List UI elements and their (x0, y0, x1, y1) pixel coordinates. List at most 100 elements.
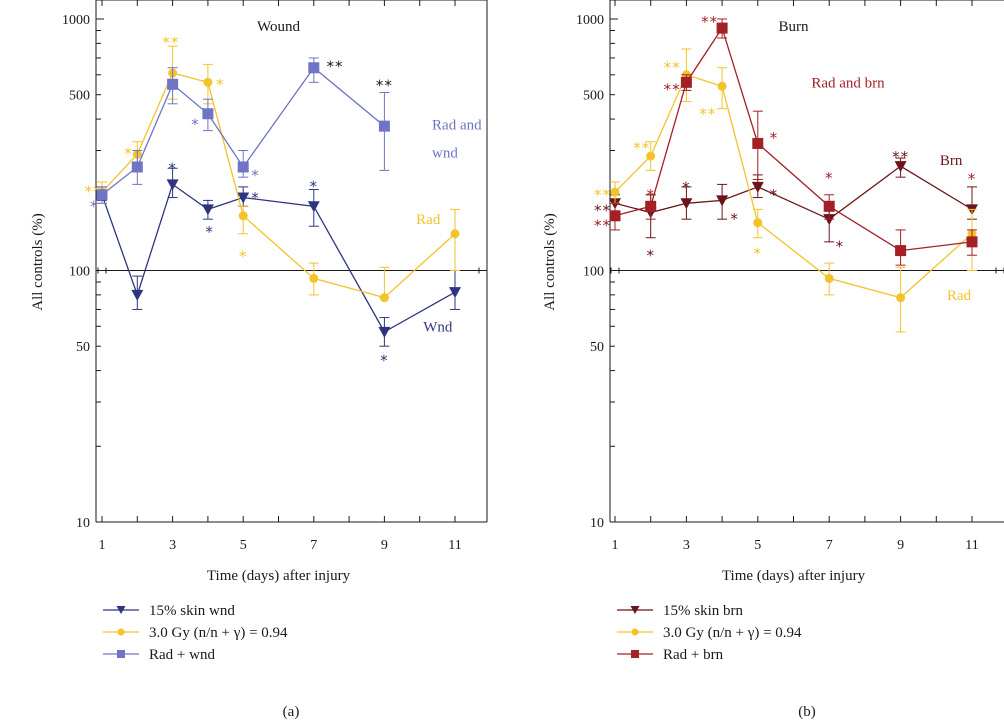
data-point-square (609, 210, 621, 222)
significance-star: ** (892, 148, 909, 166)
x-tick-label: 9 (381, 538, 388, 553)
x-tick-label: 11 (965, 538, 978, 553)
data-point-square (895, 245, 907, 257)
legend-label: 3.0 Gy (n/n + γ) = 0.94 (663, 625, 802, 641)
legend-label: 3.0 Gy (n/n + γ) = 0.94 (149, 625, 288, 641)
series-line (614, 165, 973, 220)
x-tick-label: 7 (310, 538, 317, 553)
series-square: *** (90, 57, 390, 215)
data-point-circle (203, 77, 213, 87)
significance-star: ** (664, 58, 681, 76)
significance-star: * (682, 178, 691, 196)
x-tick-label: 11 (448, 538, 461, 553)
data-point-square (716, 22, 728, 34)
series-annotation: Wnd (423, 319, 453, 335)
significance-star: * (205, 223, 214, 241)
data-point-circle (379, 293, 389, 303)
panel-b-burn: 1 3 5 7 9 11 10 50 100 500 1000 Time (days) after i… (542, 0, 1004, 720)
data-point-triangle (131, 289, 144, 301)
y-tick-label: 1000 (62, 13, 90, 28)
series-line (101, 183, 456, 333)
y-tick-label: 10 (76, 516, 90, 531)
y-axis-label: All controls (%) (30, 213, 46, 310)
x-tick-label: 1 (99, 538, 106, 553)
data-point-square (752, 137, 764, 149)
series-annotation: Rad and brn (811, 75, 885, 91)
data-point-circle (896, 293, 906, 303)
significance-star: * (770, 186, 779, 204)
panel-label: (a) (283, 704, 300, 720)
significance-star: * (239, 247, 248, 265)
data-point-circle (610, 187, 620, 197)
significance-star: ** (162, 33, 179, 51)
series-annotation: Rad (416, 212, 441, 228)
legend-label: Rad + wnd (149, 647, 215, 663)
y-tick-label: 50 (590, 340, 604, 355)
significance-star: * (124, 145, 133, 163)
data-point-circle (450, 229, 460, 239)
legend-marker (631, 650, 639, 658)
legend-marker (116, 606, 126, 614)
x-axis-label: Time (days) after injury (207, 568, 351, 584)
significance-star: * (730, 210, 739, 228)
significance-star: ** (701, 13, 718, 31)
y-tick-label: 500 (583, 89, 604, 104)
data-point-circle (238, 211, 248, 221)
data-point-square (308, 62, 320, 74)
series-square: ********* * (594, 13, 978, 266)
data-point-square (966, 236, 978, 248)
data-point-triangle (894, 161, 907, 173)
data-point-square (378, 120, 390, 132)
data-point-square (96, 189, 108, 201)
series-annotation: Rad and (432, 118, 482, 134)
series-annotation: wnd (432, 145, 458, 161)
significance-star: ** (594, 217, 611, 235)
y-axis-label: All controls (%) (542, 213, 558, 310)
significance-star: * (251, 167, 260, 185)
significance-star: * (754, 245, 763, 263)
x-axis-label: Time (days) after injury (722, 568, 866, 584)
significance-star: * (191, 115, 200, 133)
series-line (614, 26, 973, 252)
x-tick-label: 9 (897, 538, 904, 553)
x-tick-label: 1 (612, 538, 619, 553)
data-point-circle (753, 218, 763, 228)
legend-marker (117, 650, 125, 658)
data-point-triangle (237, 192, 250, 204)
significance-star: ** (326, 58, 343, 76)
legend-label: 15% skin brn (663, 603, 743, 619)
series-annotation: Rad (947, 288, 972, 304)
significance-star: * (90, 197, 99, 215)
significance-star: * (380, 352, 389, 370)
data-point-square (131, 161, 143, 173)
data-point-triangle (166, 179, 179, 191)
significance-star: ** (699, 105, 716, 123)
data-point-square (645, 200, 657, 212)
data-point-triangle (680, 198, 693, 210)
data-point-triangle (751, 181, 764, 193)
series-annotation: Brn (940, 153, 963, 169)
significance-star: * (251, 189, 260, 207)
y-tick-label: 100 (583, 265, 604, 280)
series-line (101, 72, 456, 299)
panel-a-wound: 1 3 5 7 9 11 10 50 100 500 1000 Time (days) after i… (30, 0, 488, 720)
y-tick-label: 500 (69, 89, 90, 104)
data-point-square (202, 108, 214, 120)
data-point-square (167, 78, 179, 90)
x-tick-label: 7 (826, 538, 833, 553)
significance-star: * (168, 159, 177, 177)
significance-star: * (646, 186, 655, 204)
y-tick-label: 1000 (576, 13, 604, 28)
data-point-square (680, 76, 692, 88)
significance-star: * (825, 169, 834, 187)
legend-marker (117, 628, 125, 636)
legend-label: 15% skin wnd (149, 603, 235, 619)
legend-marker (630, 606, 640, 614)
significance-star: * (836, 238, 845, 256)
y-tick-label: 100 (69, 265, 90, 280)
data-point-circle (309, 273, 319, 283)
significance-star: * (770, 129, 779, 147)
data-point-circle (717, 81, 727, 91)
significance-star: ** (594, 202, 611, 220)
legend-marker (631, 628, 639, 636)
